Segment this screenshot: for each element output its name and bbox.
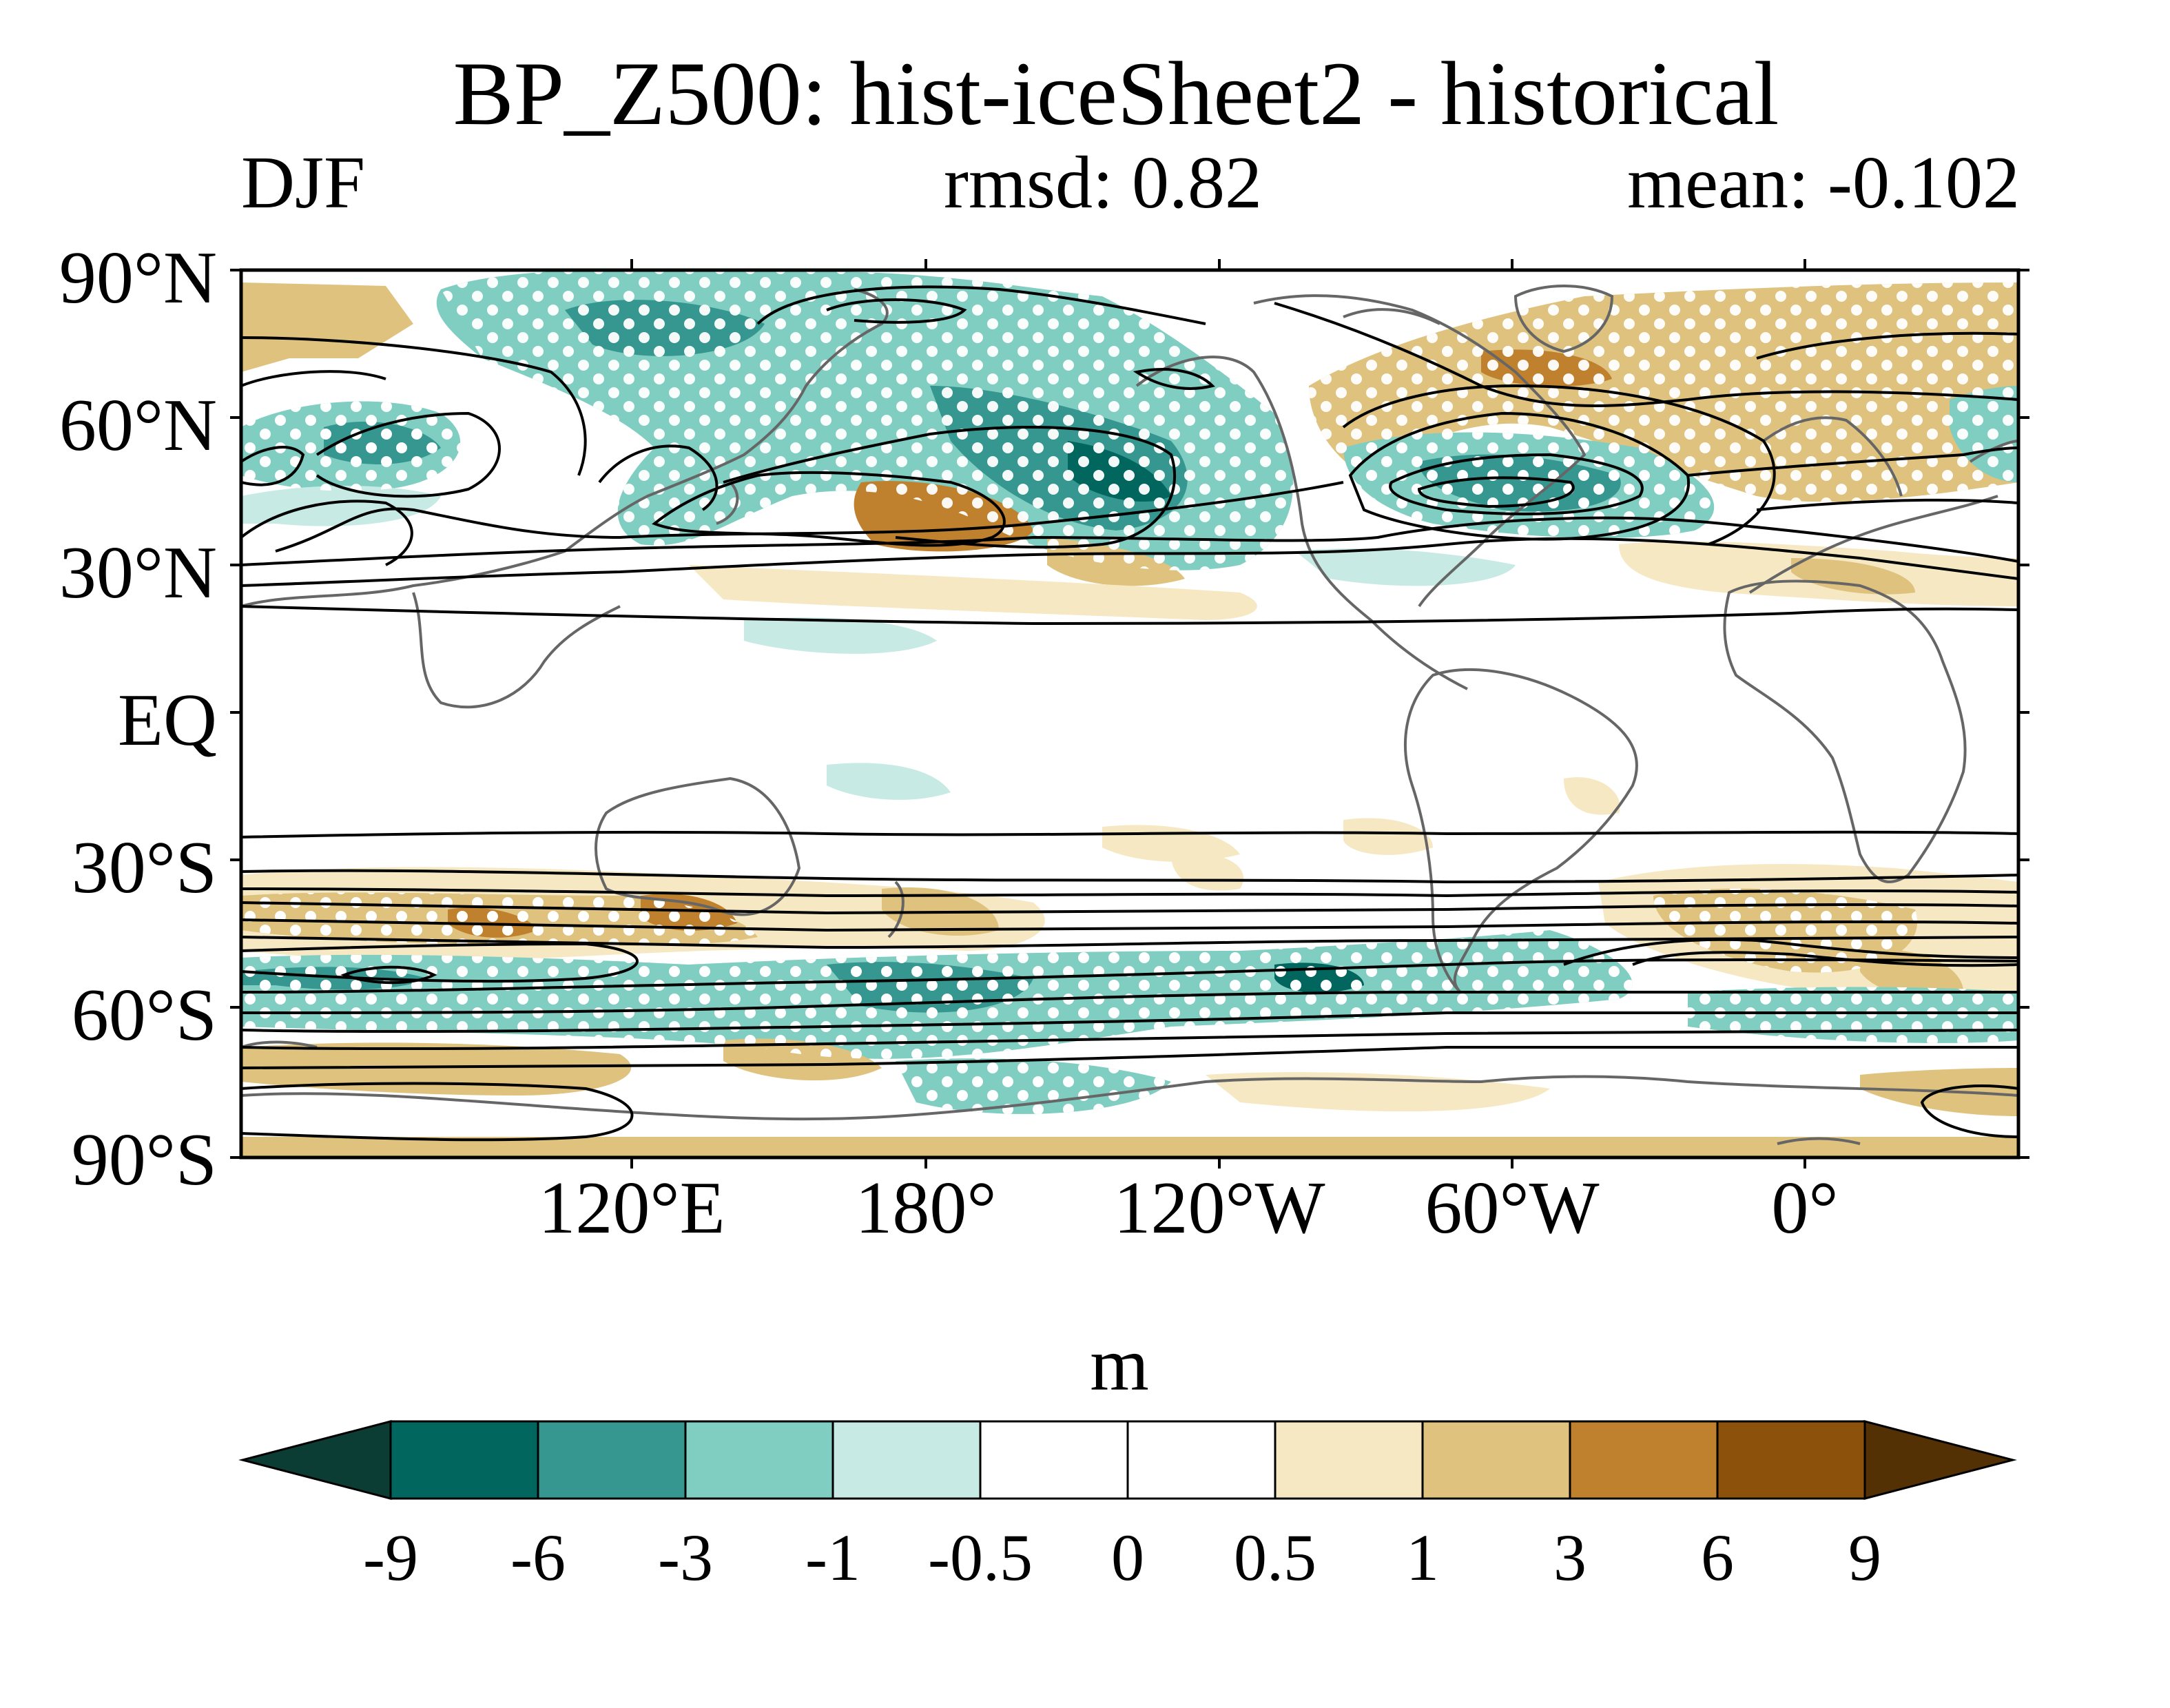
colorbar-box <box>831 1420 982 1500</box>
lat-label-90n: 90°N <box>59 237 217 319</box>
colorbar-tick-label: 0 <box>1111 1521 1144 1594</box>
lon-label-120w: 120°W <box>1113 1167 1325 1249</box>
colorbar-tick-label: 9 <box>1848 1521 1881 1594</box>
lat-label-30n: 30°N <box>59 532 217 614</box>
colorbar-box <box>1274 1420 1424 1500</box>
colorbar-tick-label: 1 <box>1406 1521 1439 1594</box>
colorbar-extend-low <box>238 1420 392 1500</box>
colorbar-box <box>1421 1420 1571 1500</box>
colorbar-tick-label: 3 <box>1553 1521 1587 1594</box>
figure-title: BP_Z500: hist-iceSheet2 - historical <box>453 43 1779 144</box>
colorbar-tick-label: 6 <box>1701 1521 1734 1594</box>
lat-label-60n: 60°N <box>59 384 217 466</box>
colorbar-box <box>1126 1420 1277 1500</box>
lat-label-eq: EQ <box>118 679 217 761</box>
colorbar-box <box>389 1420 539 1500</box>
colorbar <box>238 1420 2017 1500</box>
colorbar-tick-label: -9 <box>363 1521 418 1594</box>
axis-ticks <box>230 259 2029 1169</box>
colorbar-box <box>684 1420 834 1500</box>
colorbar-tick-label: -6 <box>510 1521 566 1594</box>
colorbar-tick-label: -3 <box>658 1521 713 1594</box>
anomaly-shading <box>241 270 2018 1157</box>
colorbar-box <box>979 1420 1129 1500</box>
lat-label-90s: 90°S <box>71 1119 217 1201</box>
colorbar-box <box>537 1420 687 1500</box>
season-label: DJF <box>241 142 366 224</box>
colorbar-tick-label: 0.5 <box>1234 1521 1316 1594</box>
colorbar-extend-high <box>1863 1420 2017 1500</box>
climatology-contours <box>241 285 2018 1142</box>
colorbar-tick-label: -1 <box>805 1521 860 1594</box>
colorbar-units-label: m <box>1090 1322 1149 1406</box>
mean-label: mean: -0.102 <box>1627 142 2020 224</box>
lat-label-60s: 60°S <box>71 974 217 1056</box>
lon-label-0: 0° <box>1771 1167 1839 1249</box>
lat-label-30s: 30°S <box>71 827 217 909</box>
coastlines <box>241 285 2018 1145</box>
colorbar-tick-label: -0.5 <box>928 1521 1033 1594</box>
colorbar-box <box>1716 1420 1866 1500</box>
lon-label-120e: 120°E <box>538 1167 725 1249</box>
rmsd-label: rmsd: 0.82 <box>944 142 1263 224</box>
lon-label-180: 180° <box>855 1167 997 1249</box>
colorbar-box <box>1569 1420 1719 1500</box>
lon-label-60w: 60°W <box>1425 1167 1600 1249</box>
